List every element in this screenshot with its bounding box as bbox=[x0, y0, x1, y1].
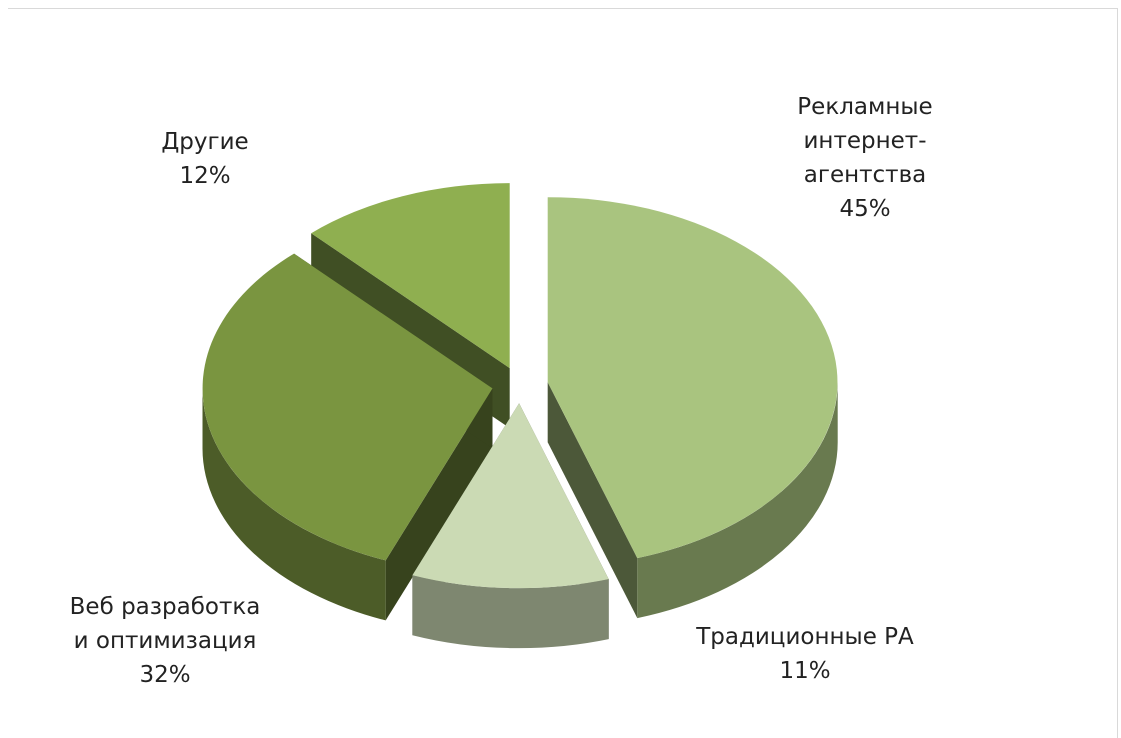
slice-side bbox=[412, 575, 609, 649]
slice-side bbox=[637, 382, 838, 619]
slice-side bbox=[202, 388, 386, 621]
label-value: 45% bbox=[839, 196, 891, 222]
label-name: Другие bbox=[161, 129, 249, 155]
slice-cut-wall bbox=[547, 382, 638, 619]
chart-frame bbox=[8, 8, 1118, 738]
slice bbox=[311, 183, 510, 369]
data-label: Традиционные РА 11% bbox=[690, 620, 920, 688]
label-value: 11% bbox=[779, 658, 831, 684]
slice bbox=[547, 197, 838, 559]
label-name: Традиционные РА bbox=[696, 624, 914, 650]
slice bbox=[412, 403, 609, 589]
data-label: Веб разработка и оптимизация 32% bbox=[60, 590, 270, 692]
label-name: Рекламные интернет-агентства bbox=[797, 94, 933, 188]
data-label: Рекламные интернет-агентства 45% bbox=[790, 90, 940, 226]
slice-cut-wall bbox=[385, 388, 493, 621]
label-value: 32% bbox=[139, 662, 191, 688]
slice bbox=[202, 253, 493, 561]
data-label: Другие 12% bbox=[120, 125, 290, 193]
label-value: 12% bbox=[179, 163, 231, 189]
label-name: Веб разработка и оптимизация bbox=[69, 594, 261, 654]
